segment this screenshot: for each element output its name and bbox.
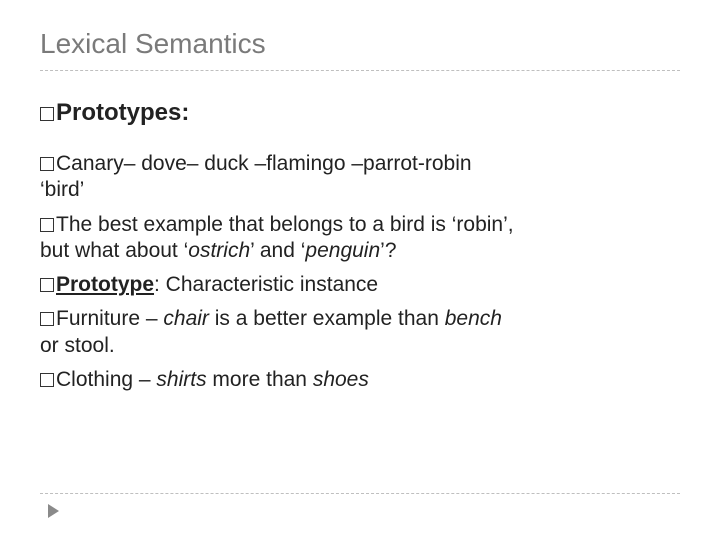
- body-text: Canary– dove– duck –flamingo –parrot-rob…: [40, 151, 680, 393]
- text-run: ostrich: [188, 239, 250, 262]
- text-run: but what about ‘: [40, 239, 188, 262]
- bullet-box-icon: [40, 312, 54, 326]
- text-run: Canary– dove– duck –flamingo –parrot-rob…: [56, 152, 472, 175]
- subheading: Prototypes:: [40, 99, 680, 127]
- bullet-box-icon: [40, 107, 54, 121]
- bullet-box-icon: [40, 373, 54, 387]
- text-run: ’ and ‘: [250, 239, 305, 262]
- text-run: Clothing –: [56, 368, 156, 391]
- slide-title: Lexical Semantics: [40, 28, 680, 60]
- slide: Lexical Semantics Prototypes: Canary– do…: [0, 0, 720, 540]
- text-run: Prototype: [56, 273, 154, 296]
- bullet-box-icon: [40, 157, 54, 171]
- bullet-item: Clothing – shirts more than shoes: [40, 367, 680, 393]
- bullet-box-icon: [40, 278, 54, 292]
- text-run: penguin: [305, 239, 380, 262]
- text-run: is a better example than: [209, 307, 445, 330]
- bullet-item: The best example that belongs to a bird …: [40, 212, 680, 265]
- title-divider: [40, 70, 680, 71]
- text-run: Furniture –: [56, 307, 163, 330]
- bullet-item: Prototype: Characteristic instance: [40, 272, 680, 298]
- play-arrow-icon: [48, 504, 59, 518]
- text-run: ’?: [380, 239, 396, 262]
- bottom-divider: [40, 493, 680, 494]
- bullet-item: Canary– dove– duck –flamingo –parrot-rob…: [40, 151, 680, 204]
- text-run: ‘bird’: [40, 178, 84, 201]
- text-run: The best example that belongs to a bird …: [56, 213, 514, 236]
- bullet-box-icon: [40, 218, 54, 232]
- bullet-item: Furniture – chair is a better example th…: [40, 306, 680, 359]
- text-run: shirts: [156, 368, 206, 391]
- text-run: shoes: [313, 368, 369, 391]
- text-run: more than: [207, 368, 313, 391]
- subheading-text: Prototypes:: [56, 99, 189, 126]
- text-run: bench: [445, 307, 502, 330]
- text-run: : Characteristic instance: [154, 273, 378, 296]
- text-run: chair: [163, 307, 209, 330]
- text-run: or stool.: [40, 334, 115, 357]
